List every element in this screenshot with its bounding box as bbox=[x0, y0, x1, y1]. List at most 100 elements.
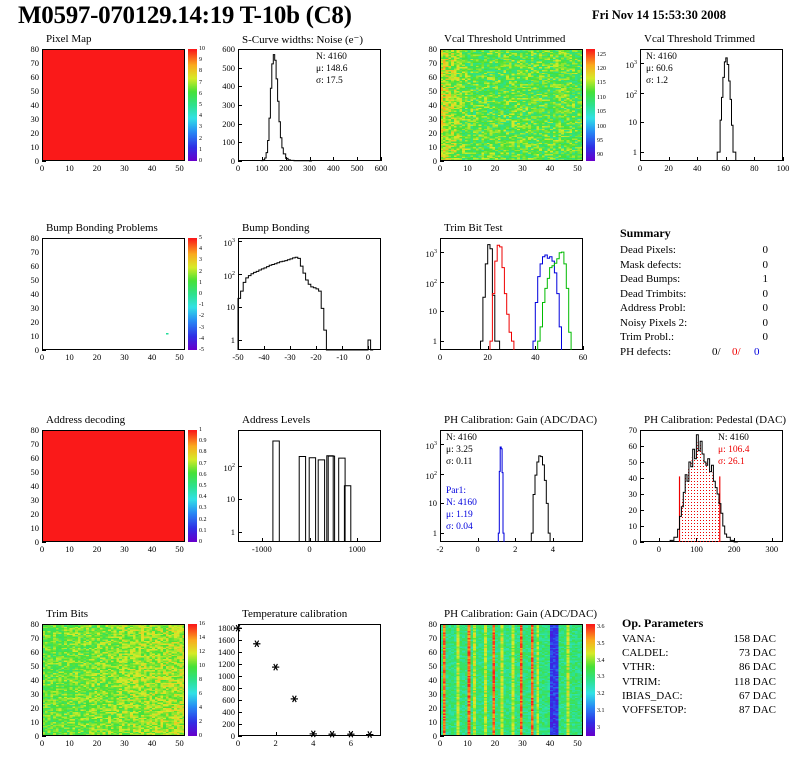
vcal-threshold-trimmed-xtickmark bbox=[783, 157, 784, 161]
bump-bonding-problems-xtick: 10 bbox=[65, 352, 74, 362]
bump-bonding-xtickmark bbox=[342, 346, 343, 350]
chart-vcal-threshold-untrimmed: Vcal Threshold Untrimmed 0 10 20 30 40 50 0 10 20… bbox=[418, 33, 617, 183]
vcal-threshold-trimmed-ytickmark bbox=[640, 63, 644, 65]
pixel-map-title: Pixel Map bbox=[46, 33, 92, 45]
trim-bit-test-ytick: 102 bbox=[425, 278, 438, 289]
ph-calibration-gain-map-ytick: 70 bbox=[428, 633, 438, 643]
address-levels-xtickmark bbox=[357, 538, 359, 542]
vcal-threshold-untrimmed-ytick: 50 bbox=[428, 86, 438, 96]
scurve-widths-ytick: 500 bbox=[222, 62, 235, 73]
vcal-threshold-trimmed-plot-area bbox=[640, 49, 783, 161]
ph-calibration-pedestal-ytick: 40 bbox=[628, 473, 638, 483]
bump-bonding-problems-colorbar-tick: -5 bbox=[199, 347, 204, 353]
ph-calibration-gain-hist-title: PH Calibration: Gain (ADC/DAC) bbox=[444, 414, 598, 426]
temperature-calibration-marker bbox=[272, 663, 280, 671]
address-levels-series-layer bbox=[272, 440, 352, 542]
temperature-calibration-xtick: 4 bbox=[311, 738, 316, 748]
vcal-threshold-trimmed-series bbox=[716, 57, 737, 161]
ph-calibration-gain-map-ytick: 80 bbox=[428, 619, 438, 629]
trim-bit-test-series-trim-bit-1 bbox=[480, 244, 501, 350]
ph-calibration-gain-map-ytick: 30 bbox=[428, 689, 438, 699]
address-levels-ytickmark bbox=[238, 465, 242, 467]
summary-panel: Summary Dead Pixels: 0 Mask defects: 0 Dead … bbox=[600, 220, 796, 358]
ph-calibration-pedestal-xtick: 100 bbox=[690, 544, 703, 554]
address-decoding-ytickmark bbox=[42, 542, 46, 543]
summary-ph-value: 0/ bbox=[712, 345, 721, 358]
ph-calibration-gain-map-xtick: 10 bbox=[463, 738, 472, 748]
ph-calibration-gain-hist-plot-area bbox=[440, 430, 583, 542]
temperature-calibration-xtickmark bbox=[275, 732, 277, 736]
scurve-widths-plot-area bbox=[238, 49, 381, 161]
ph-calibration-gain-hist-ytickmark bbox=[440, 473, 444, 475]
vcal-threshold-trimmed-xtickmark bbox=[754, 157, 756, 161]
summary-row-value: 0 bbox=[762, 244, 769, 256]
trim-bits-frame bbox=[42, 624, 185, 736]
scurve-widths-xtickmark bbox=[285, 157, 287, 161]
pixel-map-colorbar-tick: 3 bbox=[199, 124, 202, 131]
bump-bonding-problems-ytick: 50 bbox=[30, 275, 40, 285]
trim-bits-xtick: 30 bbox=[120, 738, 129, 748]
ph-calibration-pedestal-ytickmark bbox=[640, 430, 644, 431]
vcal-threshold-trimmed-title: Vcal Threshold Trimmed bbox=[644, 33, 756, 45]
ph-calibration-gain-hist-stat: μ: 3.25 bbox=[446, 445, 473, 455]
address-decoding-frame bbox=[42, 430, 185, 542]
address-decoding-ytick: 10 bbox=[30, 523, 40, 533]
bump-bonding-problems-xtick: 20 bbox=[92, 352, 102, 362]
trim-bits-colorbar-tick: 12 bbox=[199, 649, 205, 655]
ph-calibration-gain-map-colorbar-tick: 3.4 bbox=[597, 657, 605, 664]
address-decoding-colorbar-tick: 0 bbox=[199, 539, 202, 545]
address-decoding-colorbar-tick: 0.1 bbox=[199, 527, 207, 534]
temperature-calibration-ytickmark bbox=[238, 640, 242, 642]
temperature-calibration-marker bbox=[253, 640, 261, 648]
pixel-map-colorbar-tick: 6 bbox=[199, 90, 202, 97]
ph-calibration-pedestal-series-layer bbox=[669, 434, 738, 543]
op-parameter-label: VTRIM: bbox=[622, 675, 661, 688]
ph-calibration-gain-hist-ytick: 103 bbox=[425, 440, 438, 451]
op-parameters-heading: Op. Parameters bbox=[622, 616, 704, 630]
bump-bonding-problems-colorbar-tick: 2 bbox=[199, 268, 202, 275]
vcal-threshold-untrimmed-colorbar bbox=[586, 49, 595, 161]
bump-bonding-problems-ytick: 20 bbox=[30, 317, 40, 327]
temperature-calibration-marker bbox=[347, 730, 355, 738]
bump-bonding-problems-ytick: 30 bbox=[30, 303, 40, 313]
address-levels-peak bbox=[298, 456, 307, 542]
pixel-map-colorbar-tick: 8 bbox=[199, 68, 202, 75]
address-decoding-colorbar-tick: 0.2 bbox=[199, 516, 207, 523]
bump-bonding-problems-heatmap bbox=[42, 238, 185, 350]
vcal-threshold-untrimmed-xtick: 30 bbox=[518, 163, 527, 173]
ph-calibration-gain-map-colorbar-tick: 3.3 bbox=[597, 674, 605, 681]
address-levels-peak bbox=[317, 459, 326, 542]
ph-calibration-pedestal-ytickmark bbox=[640, 542, 644, 543]
ph-calibration-gain-map-colorbar-tick: 3.2 bbox=[597, 691, 605, 698]
chart-address-levels: Address Levels -1000 0 1000 1 10 102 bbox=[216, 414, 415, 564]
ph-calibration-gain-hist-stat2: N: 4160 bbox=[446, 498, 477, 508]
scurve-widths-xtick: 0 bbox=[235, 163, 241, 173]
scurve-widths-xtickmark bbox=[261, 157, 263, 161]
scurve-widths-ytick: 400 bbox=[222, 81, 235, 92]
scurve-widths-series-layer bbox=[260, 54, 312, 162]
scurve-widths-xtick: 300 bbox=[303, 163, 316, 173]
ph-calibration-pedestal-stat: σ: 26.1 bbox=[718, 457, 745, 467]
ph-calibration-gain-map-xtick: 30 bbox=[518, 738, 527, 748]
scurve-widths-xtick: 100 bbox=[255, 163, 269, 173]
trim-bits-colorbar-tick: 10 bbox=[199, 663, 205, 669]
scurve-widths-ytickmark bbox=[238, 161, 242, 162]
op-parameter-label: VOFFSETOP: bbox=[622, 704, 687, 716]
summary-heading: Summary bbox=[620, 226, 671, 240]
trim-bits-ytick: 10 bbox=[30, 717, 40, 727]
trim-bits-ytick: 40 bbox=[30, 675, 40, 685]
chart-address-decoding: Address decoding 0 10 20 30 40 50 0 10 20 30 40 50 60… bbox=[20, 414, 219, 564]
address-decoding-title: Address decoding bbox=[46, 414, 126, 426]
scurve-widths-ytickmark bbox=[238, 105, 242, 106]
address-decoding-colorbar-tick: 0.7 bbox=[199, 460, 207, 467]
bump-bonding-ytickmark bbox=[238, 340, 242, 342]
ph-calibration-pedestal-series bbox=[669, 434, 738, 543]
pixel-map-ytick: 40 bbox=[30, 100, 40, 110]
temperature-calibration-series-layer bbox=[234, 624, 374, 738]
temperature-calibration-ytickmark bbox=[238, 688, 242, 690]
chart-pixel-map: Pixel Map 0 10 20 30 40 50 0 10 20 30 40 50 60 70 80 0 1 2… bbox=[20, 33, 219, 183]
vcal-threshold-trimmed-xtick: 60 bbox=[721, 163, 731, 173]
chart-ph-calibration-pedestal: PH Calibration: Pedestal (DAC) 0 100 200 300… bbox=[618, 414, 796, 564]
address-decoding-xtick: 10 bbox=[65, 544, 74, 554]
trim-bits-ytick: 20 bbox=[30, 703, 40, 713]
